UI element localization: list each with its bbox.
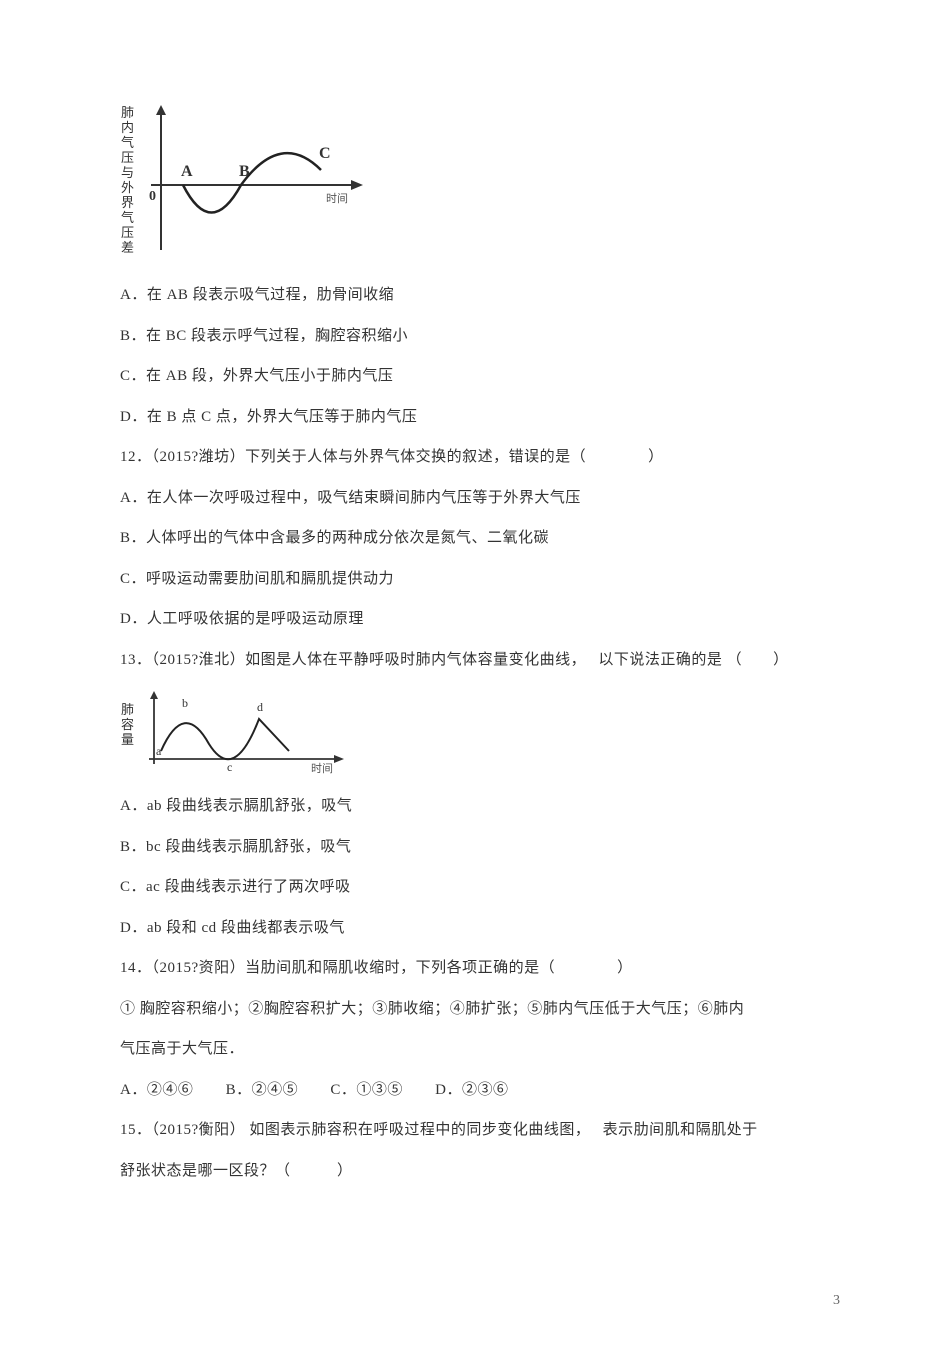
page-number: 3 [833, 1290, 840, 1311]
q11-option-d: D．在 B 点 C 点，外界大气压等于肺内气压 [120, 406, 830, 429]
q12-option-d: D．人工呼吸依据的是呼吸运动原理 [120, 608, 830, 631]
q13-stem: 13．（2015?淮北）如图是人体在平静呼吸时肺内气体容量变化曲线， 以下说法正… [120, 649, 830, 672]
q11-figure: 肺 内 气 压 与 外 界 气 压 差 A B C 0 时间 [120, 100, 830, 260]
q13-figure: 肺 容 量 a b c d 时间 [120, 689, 830, 775]
q13-option-a: A．ab 段曲线表示膈肌舒张，吸气 [120, 795, 830, 818]
q13-option-d: D．ab 段和 cd 段曲线都表示吸气 [120, 917, 830, 940]
fig1-chart: A B C 0 时间 [141, 100, 371, 260]
q14-option-d: D．②③⑥ [435, 1082, 508, 1098]
fig1-label-C: C [319, 145, 331, 162]
q14-options: A．②④⑥ B．②④⑤ C．①③⑤ D．②③⑥ [120, 1079, 830, 1102]
q15-stem-line1: 15．（2015?衡阳） 如图表示肺容积在呼吸过程中的同步变化曲线图， 表示肋间… [120, 1119, 830, 1142]
q13-option-b: B．bc 段曲线表示膈肌舒张，吸气 [120, 836, 830, 859]
q14-stem: 14．（2015?资阳）当肋间肌和隔肌收缩时，下列各项正确的是（ ） [120, 957, 830, 980]
fig1-origin: 0 [149, 189, 156, 204]
q14-conditions-2: 气压高于大气压． [120, 1038, 830, 1061]
q14-option-b: B．②④⑤ [226, 1082, 299, 1098]
svg-text:时间: 时间 [311, 762, 333, 775]
svg-text:a: a [156, 744, 162, 758]
q12-option-c: C．呼吸运动需要肋间肌和膈肌提供动力 [120, 568, 830, 591]
q12-stem: 12．（2015?潍坊）下列关于人体与外界气体交换的叙述，错误的是（ ） [120, 446, 830, 469]
q11-option-a: A．在 AB 段表示吸气过程，肋骨间收缩 [120, 284, 830, 307]
q15-stem-line2: 舒张状态是哪一区段？（ ） [120, 1160, 830, 1183]
q12-option-a: A．在人体一次呼吸过程中，吸气结束瞬间肺内气压等于外界大气压 [120, 487, 830, 510]
q14-option-c: C．①③⑤ [330, 1082, 403, 1098]
svg-text:d: d [257, 700, 263, 714]
q11-option-b: B．在 BC 段表示呼气过程，胸腔容积缩小 [120, 325, 830, 348]
q14-conditions-1: ① 胸腔容积缩小；②胸腔容积扩大；③肺收缩；④肺扩张；⑤肺内气压低于大气压；⑥肺… [120, 998, 830, 1021]
q12-option-b: B．人体呼出的气体中含最多的两种成分依次是氮气、二氧化碳 [120, 527, 830, 550]
svg-text:b: b [182, 696, 188, 710]
q11-option-c: C．在 AB 段，外界大气压小于肺内气压 [120, 365, 830, 388]
fig2-chart: a b c d 时间 [139, 689, 349, 775]
q13-option-c: C．ac 段曲线表示进行了两次呼吸 [120, 876, 830, 899]
fig1-label-A: A [181, 163, 193, 180]
fig1-ylabel: 肺 内 气 压 与 外 界 气 压 差 [120, 100, 135, 260]
q14-option-a: A．②④⑥ [120, 1082, 193, 1098]
svg-text:c: c [227, 760, 232, 774]
fig1-label-B: B [239, 163, 250, 180]
fig1-xlabel: 时间 [326, 192, 348, 205]
fig2-ylabel: 肺 容 量 [120, 689, 135, 759]
